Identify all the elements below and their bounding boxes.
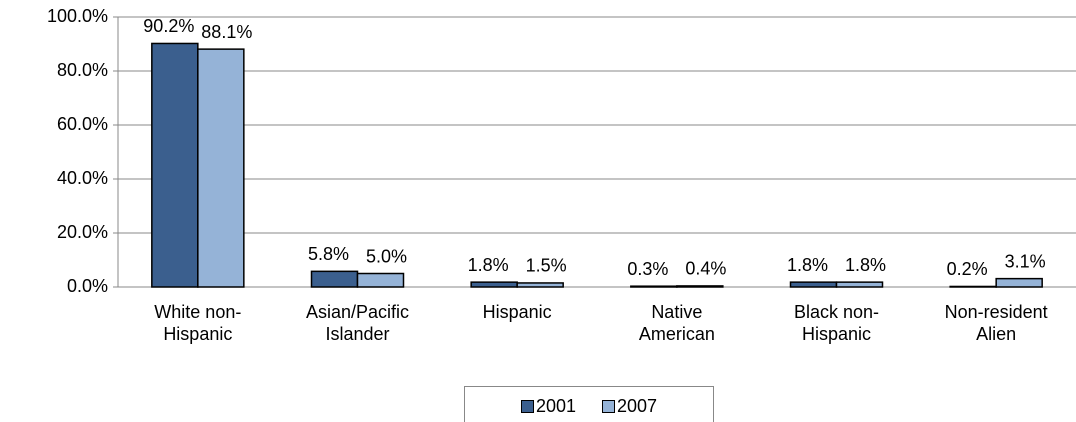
- bar: [516, 282, 564, 288]
- bar: [789, 281, 838, 288]
- legend: 2001 2007: [464, 386, 714, 422]
- y-tick-label: 60.0%: [57, 114, 108, 134]
- bar: [470, 281, 518, 288]
- bar: [151, 42, 199, 288]
- data-label: 5.0%: [366, 246, 407, 266]
- data-label: 1.8%: [468, 255, 509, 275]
- data-label: 0.4%: [685, 259, 726, 279]
- bar: [995, 277, 1043, 288]
- legend-label: 2001: [535, 395, 576, 416]
- data-label: 1.5%: [526, 256, 567, 276]
- bar: [835, 281, 884, 288]
- data-label: 90.2%: [143, 16, 194, 36]
- x-tick-label: Black non-Hispanic: [793, 302, 880, 344]
- bar: [356, 272, 405, 288]
- data-label: 1.8%: [787, 255, 828, 275]
- bar: [197, 48, 245, 288]
- x-tick-label: Non-resident Alien: [944, 302, 1048, 344]
- x-tick-label: Asian/Pacific Islander: [305, 302, 410, 344]
- x-tick-label: Native American: [638, 302, 715, 344]
- legend-label: 2007: [617, 395, 658, 416]
- bar: [676, 285, 724, 288]
- x-tick-label: Hispanic: [482, 302, 552, 322]
- data-label: 1.8%: [845, 255, 886, 275]
- y-tick-label: 40.0%: [57, 168, 108, 188]
- y-tick-label: 0.0%: [67, 276, 108, 296]
- y-tick-label: 80.0%: [57, 60, 108, 80]
- legend-item: 2001: [520, 395, 576, 417]
- y-tick-label: 20.0%: [57, 222, 108, 242]
- data-label: 0.2%: [947, 259, 988, 279]
- legend-item: 2007: [602, 396, 657, 417]
- bar: [310, 270, 359, 288]
- legend-swatch: [520, 399, 534, 413]
- x-tick-label: White non-Hispanic: [154, 302, 242, 344]
- bar: [949, 285, 997, 288]
- data-label: 88.1%: [201, 22, 252, 42]
- data-label: 0.3%: [627, 259, 668, 279]
- legend-swatch: [602, 399, 615, 413]
- bar: [630, 285, 678, 288]
- data-label: 3.1%: [1005, 251, 1046, 271]
- y-tick-label: 100.0%: [47, 6, 108, 26]
- data-label: 5.8%: [308, 244, 349, 264]
